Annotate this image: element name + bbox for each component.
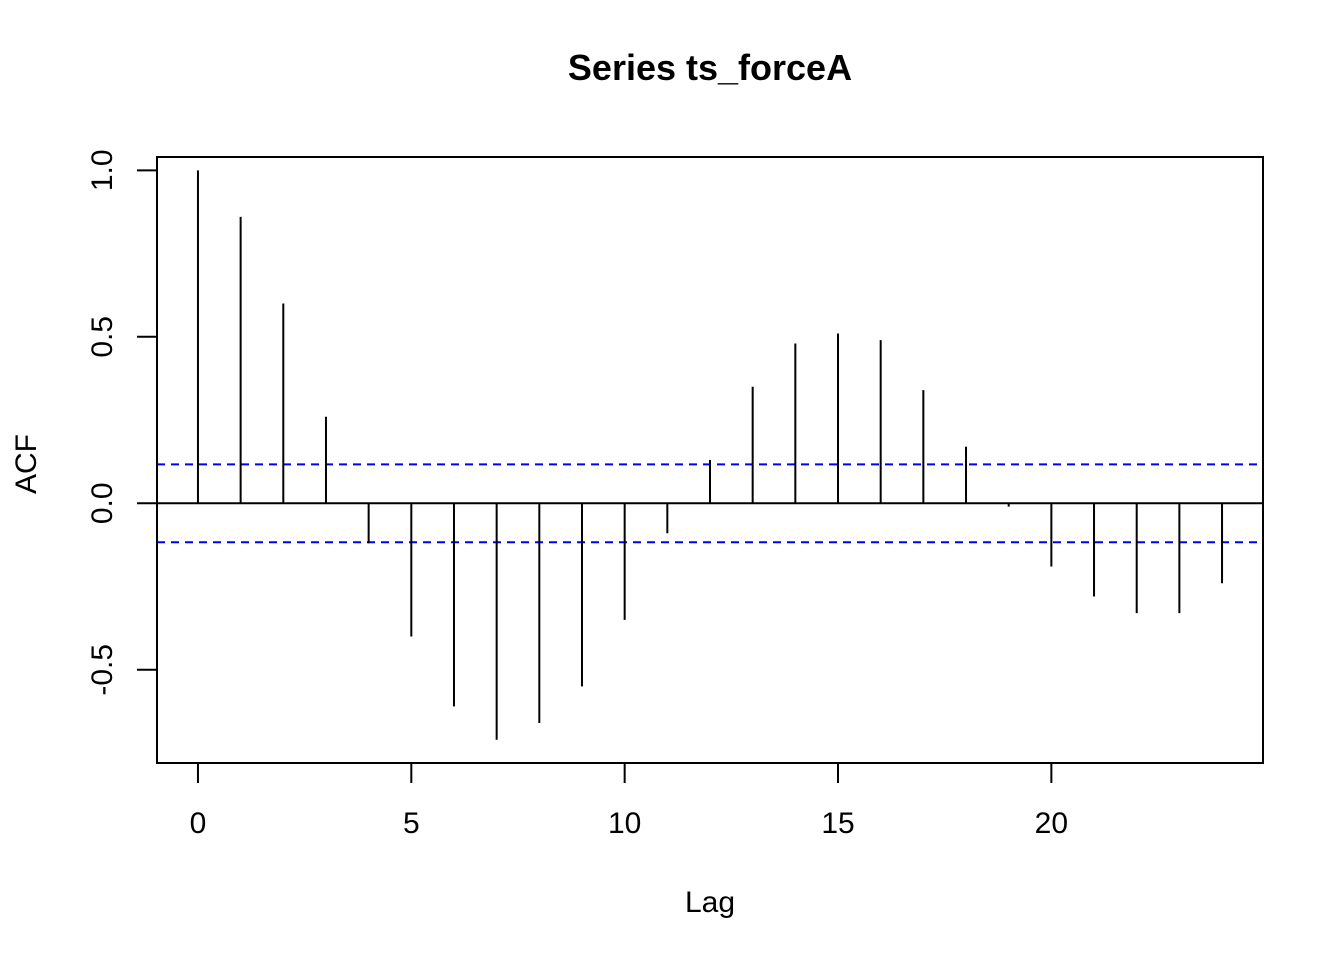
x-tick-label: 0 [190,807,207,840]
x-tick-label: 20 [1035,807,1068,840]
chart-title: Series ts_forceA [568,47,852,88]
y-axis-label: ACF [10,434,43,494]
x-axis-label: Lag [685,886,735,919]
y-tick-label: 0.0 [86,482,119,524]
x-tick-label: 5 [403,807,420,840]
y-tick-label: 0.5 [86,316,119,358]
x-tick-label: 15 [821,807,854,840]
x-axis: 0 5 10 15 20 [190,762,1068,840]
x-tick-label: 10 [608,807,641,840]
y-tick-label: 1.0 [86,149,119,191]
plot-area [157,170,1263,740]
y-tick-label: -0.5 [86,644,119,696]
y-axis: -0.5 0.0 0.5 1.0 [86,149,158,696]
